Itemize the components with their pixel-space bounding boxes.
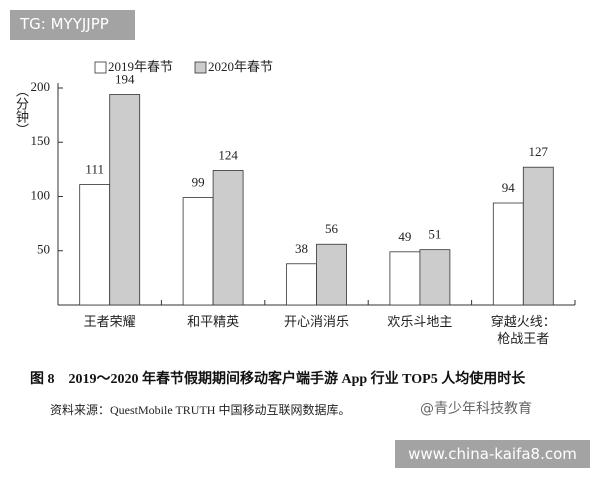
x-tick-label: 开心消消乐: [283, 314, 349, 329]
y-tick-label: 200: [31, 79, 51, 94]
bar: [212, 170, 244, 306]
value-label: 127: [529, 144, 549, 159]
value-label: 51: [428, 227, 441, 242]
x-tick-label: 和平精英: [187, 314, 240, 329]
bar: [419, 249, 451, 306]
value-label: 94: [502, 180, 516, 195]
bar: [79, 184, 111, 306]
value-label: 99: [192, 175, 205, 190]
x-tick-label: 穿越火线： 枪战王者: [490, 314, 556, 346]
watermark: @青少年科技教育: [420, 401, 532, 417]
legend-swatch: [94, 61, 107, 74]
value-label: 111: [85, 162, 104, 177]
legend-label: 2019年春节: [108, 59, 173, 74]
watermark: www.china-kaifa8.com: [395, 440, 590, 468]
watermark: TG: MYYJJPP: [10, 10, 135, 40]
source: 资料来源：QuestMobile TRUTH 中国移动互联网数据库。: [50, 403, 351, 417]
bar: [286, 263, 317, 306]
y-tick-label: 100: [31, 187, 51, 202]
y-tick-label: 50: [37, 242, 50, 257]
bar: [522, 166, 554, 306]
legend-swatch: [194, 61, 207, 74]
value-label: 49: [398, 229, 411, 244]
value-label: 124: [218, 147, 238, 162]
bar: [316, 243, 347, 306]
value-label: 56: [325, 221, 339, 236]
bar: [492, 202, 524, 306]
y-tick-label: 150: [31, 133, 51, 148]
legend-label: 2020年春节: [208, 59, 273, 74]
bar: [389, 251, 421, 306]
bar: [182, 197, 214, 306]
value-label: 38: [295, 241, 308, 256]
bar: [109, 94, 141, 306]
x-tick-label: 王者荣耀: [83, 314, 136, 329]
x-tick-label: 欢乐斗地主: [387, 314, 453, 329]
caption: 图 8 2019～2020 年春节假期期间移动客户端手游 App 行业 TOP5…: [30, 372, 526, 387]
y-axis-label: （分钟）: [14, 84, 29, 136]
value-label: 194: [115, 71, 135, 86]
